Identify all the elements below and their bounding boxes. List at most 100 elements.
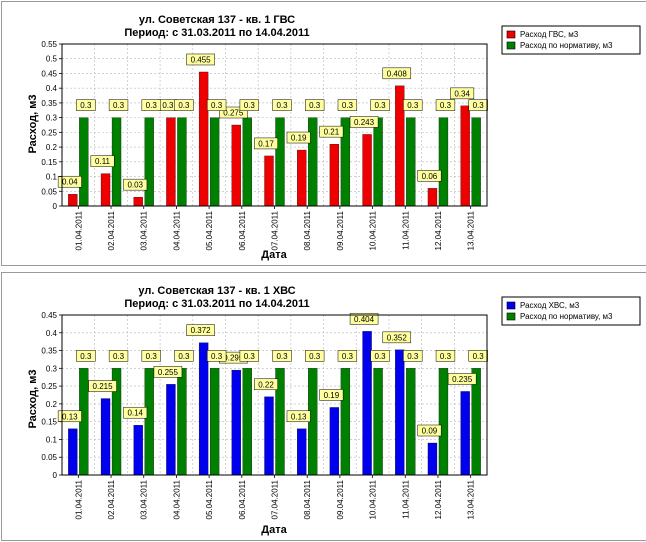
bar-actual — [297, 428, 307, 476]
data-label-box — [153, 366, 183, 378]
y-tick-label: 0.05 — [41, 453, 57, 462]
x-tick-label: 13.04.2011 — [467, 479, 476, 519]
data-label-box — [337, 99, 358, 111]
chart-panel-cold-water: ул. Советская 137 - кв. 1 ХВС Период: с … — [1, 272, 646, 541]
data-label-box — [468, 350, 488, 362]
y-tick-label: 0.4 — [46, 84, 58, 93]
data-label: 0.3 — [440, 101, 452, 110]
data-label: 0.3 — [276, 352, 288, 361]
y-tick-label: 0.35 — [41, 99, 57, 108]
data-label-box — [186, 53, 215, 66]
data-label-box — [450, 87, 475, 100]
data-label: 0.404 — [354, 315, 375, 324]
data-label: 0.19 — [324, 391, 340, 400]
data-label: 0.21 — [324, 128, 340, 137]
bar-actual — [68, 428, 78, 476]
data-label: 0.3 — [178, 352, 190, 361]
x-tick-label: 03.04.2011 — [140, 479, 149, 519]
data-label: 0.3 — [342, 352, 354, 361]
data-label-box — [141, 99, 161, 111]
bar-actual — [362, 134, 372, 207]
y-tick-label: 0.3 — [46, 364, 58, 373]
data-label: 0.03 — [127, 181, 143, 190]
data-label: 0.3 — [162, 101, 174, 110]
chart-cold-water: ул. Советская 137 - кв. 1 ХВС Период: с … — [2, 273, 646, 540]
y-tick-label: 0.1 — [46, 173, 58, 182]
bar-actual — [100, 398, 111, 476]
bar-norm — [177, 368, 187, 476]
data-label-box — [88, 380, 117, 392]
bar-norm — [438, 368, 449, 476]
chart-hot-water: ул. Советская 137 - кв. 1 ГВС Период: с … — [2, 2, 646, 265]
data-label: 0.3 — [211, 352, 223, 361]
y-tick-label: 0.3 — [46, 114, 58, 123]
data-label-box — [417, 170, 442, 182]
x-tick-label: 09.04.2011 — [336, 210, 345, 250]
data-label: 0.3 — [113, 101, 125, 110]
data-label: 0.3 — [178, 101, 190, 110]
x-tick-label: 05.04.2011 — [205, 479, 214, 519]
data-label-box — [382, 331, 412, 344]
y-tick-label: 0.25 — [41, 382, 57, 391]
data-label-box — [108, 350, 129, 362]
bar-norm — [144, 368, 154, 476]
data-label: 0.3 — [473, 101, 485, 110]
x-tick-label: 11.04.2011 — [401, 479, 410, 518]
data-label: 0.3 — [113, 352, 125, 361]
bar-actual — [329, 143, 340, 207]
x-tick-label: 05.04.2011 — [205, 210, 214, 250]
bar-norm — [308, 117, 318, 207]
x-tick-label: 10.04.2011 — [369, 210, 378, 250]
data-label-box — [57, 410, 82, 423]
bar-actual — [198, 342, 209, 476]
bar-norm — [79, 117, 89, 207]
bar-actual — [427, 188, 438, 207]
data-label-box — [370, 99, 390, 111]
data-label: 0.3 — [407, 101, 419, 110]
data-label: 0.06 — [422, 172, 438, 181]
legend-swatch-actual — [506, 30, 516, 39]
data-label: 0.3 — [440, 352, 452, 361]
data-label: 0.275 — [223, 109, 244, 118]
x-tick-label: 01.04.2011 — [74, 479, 83, 519]
data-label: 0.215 — [93, 382, 114, 391]
x-tick-label: 10.04.2011 — [369, 479, 378, 519]
data-label: 0.255 — [158, 368, 179, 377]
data-label: 0.14 — [127, 409, 143, 418]
data-label: 0.455 — [191, 55, 212, 64]
data-label: 0.3 — [309, 352, 321, 361]
data-label-box — [76, 350, 96, 362]
y-tick-label: 0.2 — [46, 143, 58, 152]
bar-norm — [242, 368, 252, 476]
data-label: 0.3 — [146, 101, 158, 110]
data-label-box — [447, 373, 477, 385]
bar-actual — [166, 117, 176, 207]
data-label-box — [305, 99, 325, 111]
data-label-box — [239, 99, 259, 111]
data-label: 0.3 — [276, 101, 288, 110]
data-label: 0.3 — [473, 352, 485, 361]
x-tick-label: 03.04.2011 — [140, 210, 149, 250]
y-tick-label: 0.45 — [41, 311, 57, 320]
data-label: 0.3 — [244, 352, 256, 361]
x-tick-label: 08.04.2011 — [303, 210, 312, 250]
legend-label-actual: Расход ГВС, м3 — [520, 30, 579, 39]
data-label-box — [272, 350, 292, 362]
data-label-box — [468, 99, 488, 111]
x-tick-label: 04.04.2011 — [172, 210, 181, 250]
legend-swatch-norm — [506, 312, 516, 321]
y-tick-label: 0.4 — [46, 329, 58, 338]
data-label: 0.13 — [291, 412, 307, 421]
y-tick-label: 0.2 — [46, 400, 58, 409]
legend: Расход ХВС, м3 Расход по нормативу, м3 — [501, 296, 641, 326]
legend-label-actual: Расход ХВС, м3 — [520, 301, 580, 310]
bar-norm — [471, 117, 481, 207]
y-tick-label: 0.15 — [41, 418, 57, 427]
legend-swatch-actual — [506, 301, 516, 310]
x-tick-label: 07.04.2011 — [271, 210, 280, 250]
x-tick-label: 02.04.2011 — [107, 210, 116, 250]
bar-norm — [406, 117, 416, 207]
data-label-box — [206, 350, 227, 362]
x-tick-label: 06.04.2011 — [238, 479, 247, 519]
x-tick-label: 07.04.2011 — [271, 479, 280, 519]
